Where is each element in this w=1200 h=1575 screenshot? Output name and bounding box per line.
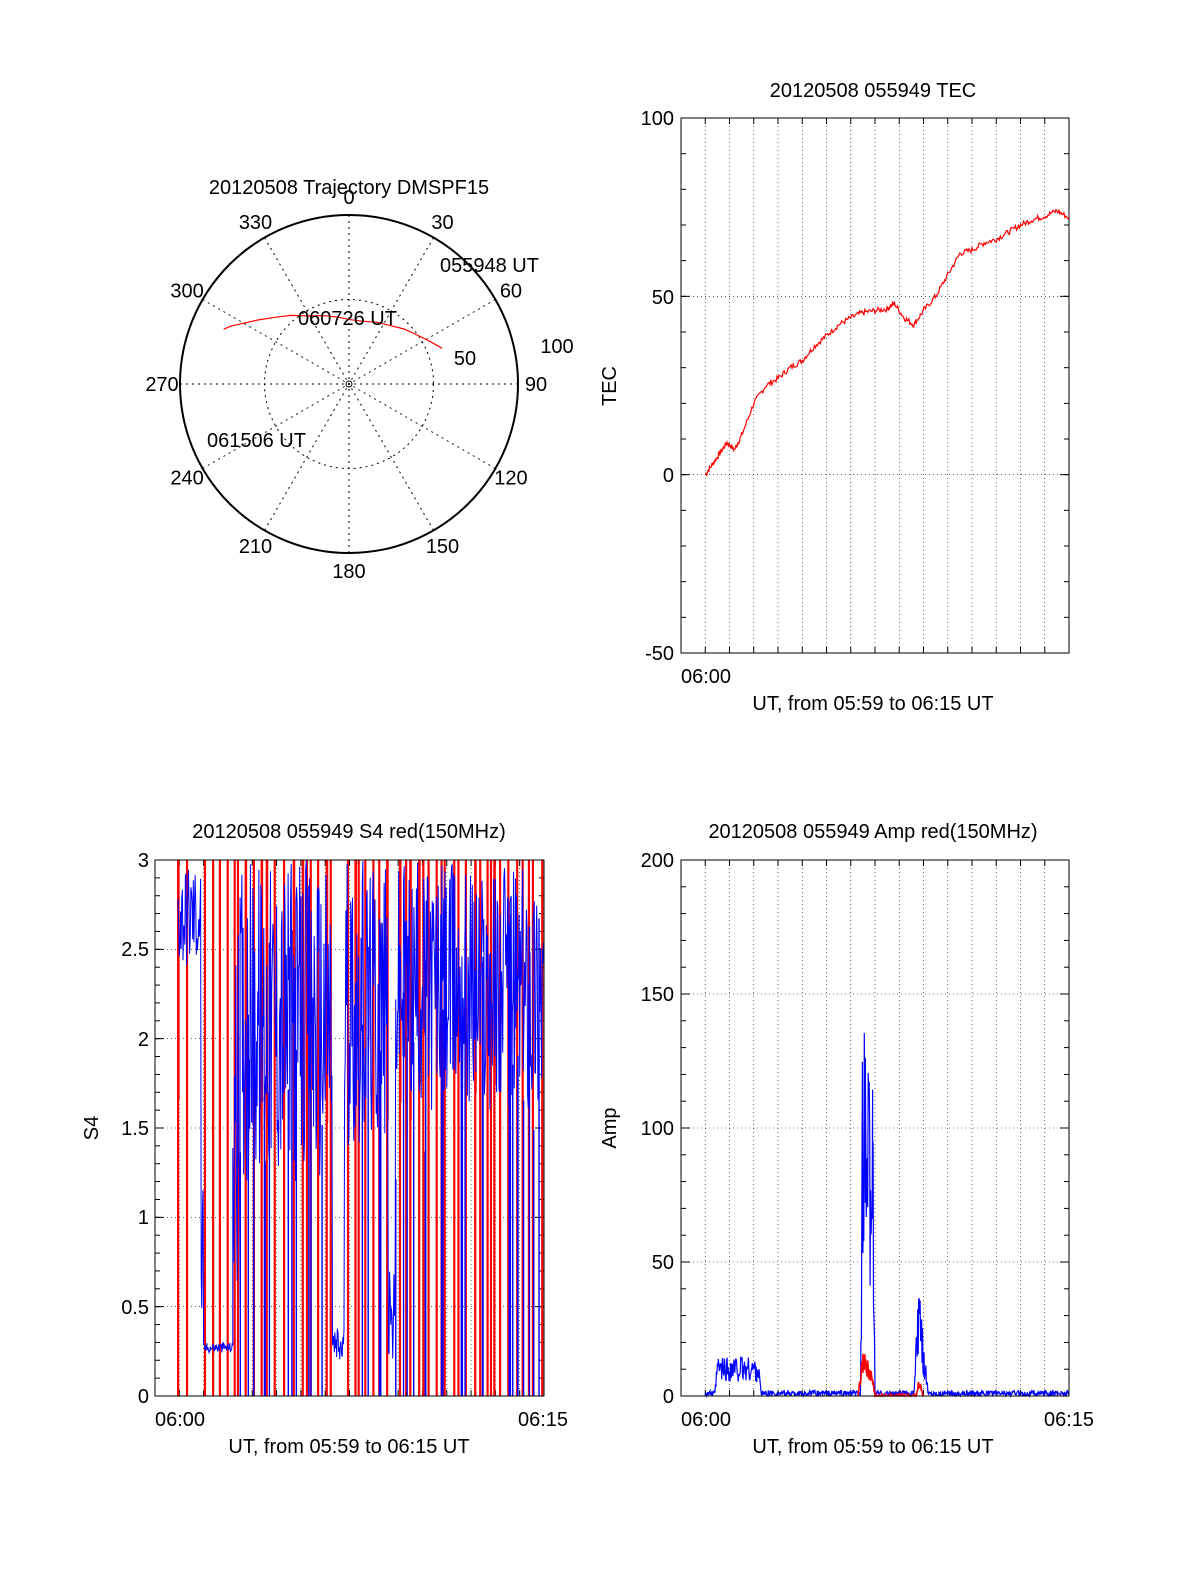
s4-plot-frame xyxy=(154,859,545,1397)
s4-x-label: UT, from 05:59 to 06:15 UT xyxy=(228,1436,469,1458)
s4-x-tick-0600: 06:00 xyxy=(155,1409,205,1431)
polar-angle-label: 150 xyxy=(426,536,459,558)
amp-plot-frame xyxy=(680,859,1070,1397)
polar-radius-label-100: 100 xyxy=(540,336,573,358)
polar-trajectory-line xyxy=(223,314,443,349)
s4-y-label: S4 xyxy=(81,1116,103,1140)
polar-angle-label: 300 xyxy=(170,281,203,303)
amp-y-tick-100: 100 xyxy=(641,1118,674,1140)
amp-series-blue xyxy=(704,1033,1070,1399)
amp-x-tick-0615: 06:15 xyxy=(1044,1409,1094,1431)
amp-title: 20120508 055949 Amp red(150MHz) xyxy=(708,821,1037,843)
polar-annotation-end: 061506 UT xyxy=(207,430,306,452)
tec-panel: 20120508 055949 TEC 100 50 0 -50 06:00 U… xyxy=(599,80,1070,715)
polar-angle-label: 60 xyxy=(500,281,522,303)
amp-x-tick-0600: 06:00 xyxy=(681,1409,731,1431)
s4-title: 20120508 055949 S4 red(150MHz) xyxy=(192,821,506,843)
tec-y-tick-50: 50 xyxy=(652,287,674,309)
polar-annotation-start: 055948 UT xyxy=(440,255,539,277)
amp-y-tick-50: 50 xyxy=(652,1252,674,1274)
amp-y-tick-200: 200 xyxy=(641,850,674,872)
tec-plot-frame xyxy=(680,117,1070,654)
amp-y-tick-0: 0 xyxy=(663,1386,674,1408)
tec-y-tick-neg50: -50 xyxy=(645,643,674,665)
polar-angle-label: 270 xyxy=(145,374,178,396)
polar-spoke xyxy=(264,237,434,531)
polar-grid xyxy=(180,215,518,553)
tec-x-tick-0600: 06:00 xyxy=(681,666,731,688)
polar-annotation-mid: 060726 UT xyxy=(298,308,397,330)
tec-series-line xyxy=(704,208,1070,477)
polar-outer-circle xyxy=(179,214,519,554)
amp-y-tick-150: 150 xyxy=(641,984,674,1006)
s4-y-tick-0-5: 0.5 xyxy=(121,1297,149,1319)
tec-x-label: UT, from 05:59 to 06:15 UT xyxy=(752,693,993,715)
tec-y-label: TEC xyxy=(599,366,621,406)
amp-y-label: Amp xyxy=(599,1107,621,1148)
polar-angle-label: 330 xyxy=(239,212,272,234)
tec-title: 20120508 055949 TEC xyxy=(770,80,976,102)
s4-panel: 20120508 055949 S4 red(150MHz) 3 2.5 2 1… xyxy=(81,821,568,1458)
s4-y-tick-2-5: 2.5 xyxy=(121,939,149,961)
tec-grid xyxy=(681,118,1069,653)
tec-y-tick-0: 0 xyxy=(663,465,674,487)
amp-blue-trace xyxy=(704,1033,1070,1399)
tec-y-tick-100: 100 xyxy=(641,108,674,130)
s4-y-tick-3: 3 xyxy=(138,850,149,872)
amp-panel: 20120508 055949 Amp red(150MHz) 200 150 … xyxy=(599,821,1094,1458)
polar-angle-label: 0 xyxy=(343,187,354,209)
polar-angle-labels: 0 30 60 90 120 150 180 210 240 270 300 330 xyxy=(145,187,547,583)
s4-blue-trace xyxy=(177,860,544,1360)
polar-angle-label: 240 xyxy=(170,468,203,490)
polar-center-mark xyxy=(345,380,353,388)
polar-radius-label-50: 50 xyxy=(454,348,476,370)
polar-angle-label: 90 xyxy=(525,374,547,396)
s4-series-blue xyxy=(177,860,544,1396)
amp-x-label: UT, from 05:59 to 06:15 UT xyxy=(752,1436,993,1458)
polar-panel: 20120508 Trajectory DMSPF15 0 30 60 90 120 15… xyxy=(145,177,573,583)
s4-y-tick-1: 1 xyxy=(138,1207,149,1229)
polar-angle-label: 210 xyxy=(239,536,272,558)
polar-angle-label: 120 xyxy=(494,468,527,490)
amp-grid xyxy=(681,860,1069,1396)
s4-x-tick-0615: 06:15 xyxy=(518,1409,568,1431)
polar-angle-label: 30 xyxy=(431,212,453,234)
s4-y-tick-0: 0 xyxy=(138,1386,149,1408)
s4-y-tick-1-5: 1.5 xyxy=(121,1118,149,1140)
polar-angle-label: 180 xyxy=(332,561,365,583)
s4-y-tick-2: 2 xyxy=(138,1029,149,1051)
polar-title: 20120508 Trajectory DMSPF15 xyxy=(209,177,489,199)
